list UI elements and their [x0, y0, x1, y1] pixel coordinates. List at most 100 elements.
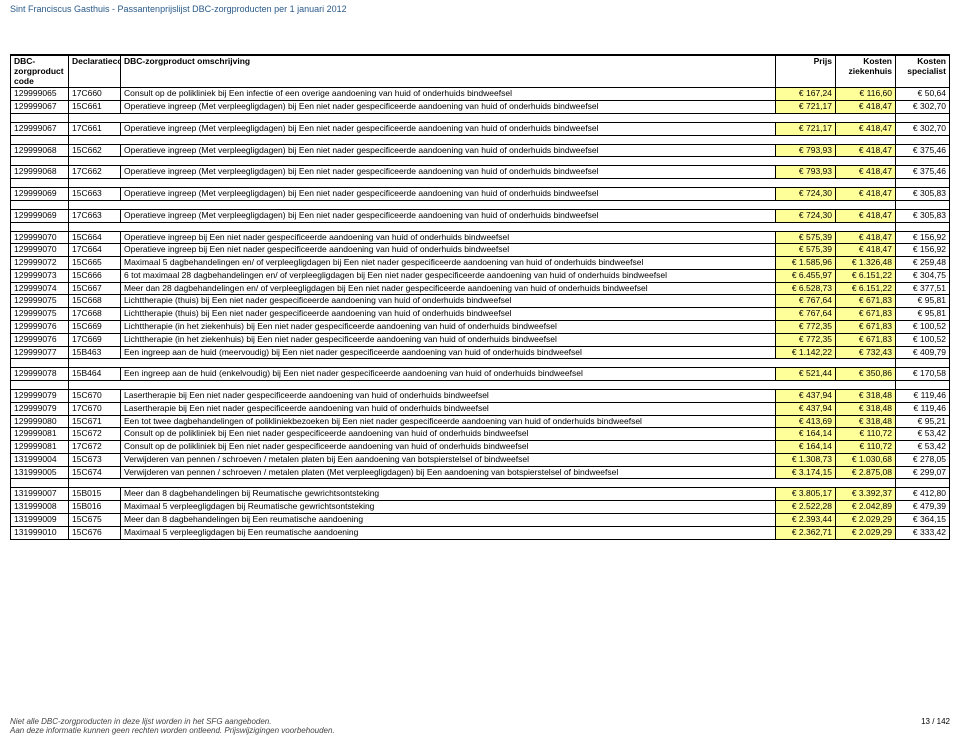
- cell-kosten-ziekenhuis: € 2.042,89: [836, 501, 896, 514]
- cell-code: 129999080: [11, 415, 69, 428]
- spacer-row: [11, 359, 950, 368]
- spacer-row: [11, 381, 950, 390]
- cell-kosten-specialist: € 156,92: [896, 231, 950, 244]
- cell-code: 129999069: [11, 209, 69, 222]
- cell-desc: Lichttherapie (in het ziekenhuis) bij Ee…: [121, 333, 776, 346]
- content-area: DBC-zorgproduct code Declaratiecode DBC-…: [0, 14, 960, 540]
- cell-desc: Lichttherapie (thuis) bij Een niet nader…: [121, 295, 776, 308]
- cell-code: 129999070: [11, 231, 69, 244]
- cell-code: 131999009: [11, 513, 69, 526]
- table-row: 12999907715B463Een ingreep aan de huid (…: [11, 346, 950, 359]
- cell-kosten-ziekenhuis: € 671,83: [836, 295, 896, 308]
- cell-decl: 15C675: [69, 513, 121, 526]
- cell-kosten-specialist: € 100,52: [896, 333, 950, 346]
- cell-kosten-specialist: € 50,64: [896, 88, 950, 101]
- table-body: 12999906517C660Consult op de polikliniek…: [11, 88, 950, 539]
- cell-decl: 17C672: [69, 441, 121, 454]
- cell-prijs: € 6.455,97: [776, 269, 836, 282]
- cell-prijs: € 2.393,44: [776, 513, 836, 526]
- doc-title: Sint Franciscus Gasthuis - Passantenprij…: [10, 4, 347, 14]
- page-footer: 13 / 142 Niet alle DBC-zorgproducten in …: [10, 717, 950, 735]
- cell-kosten-specialist: € 479,39: [896, 501, 950, 514]
- cell-kosten-specialist: € 304,75: [896, 269, 950, 282]
- footer-line1: Niet alle DBC-zorgproducten in deze lijs…: [10, 717, 950, 726]
- table-row: 12999906517C660Consult op de polikliniek…: [11, 88, 950, 101]
- cell-desc: Consult op de polikliniek bij Een niet n…: [121, 441, 776, 454]
- table-row: 13199900415C673Verwijderen van pennen / …: [11, 453, 950, 466]
- cell-code: 129999072: [11, 257, 69, 270]
- cell-kosten-ziekenhuis: € 418,47: [836, 244, 896, 257]
- table-row: 12999906717C661Operatieve ingreep (Met v…: [11, 122, 950, 135]
- cell-kosten-ziekenhuis: € 110,72: [836, 428, 896, 441]
- cell-decl: 15C664: [69, 231, 121, 244]
- cell-kosten-specialist: € 375,46: [896, 144, 950, 157]
- spacer-row: [11, 222, 950, 231]
- cell-decl: 17C668: [69, 308, 121, 321]
- cell-kosten-ziekenhuis: € 671,83: [836, 321, 896, 334]
- cell-code: 129999070: [11, 244, 69, 257]
- cell-decl: 15C669: [69, 321, 121, 334]
- cell-kosten-ziekenhuis: € 418,47: [836, 122, 896, 135]
- cell-kosten-ziekenhuis: € 418,47: [836, 188, 896, 201]
- cell-desc: Maximaal 5 verpleegligdagen bij Een reum…: [121, 526, 776, 539]
- cell-code: 129999077: [11, 346, 69, 359]
- cell-desc: Lasertherapie bij Een niet nader gespeci…: [121, 390, 776, 403]
- cell-desc: Meer dan 28 dagbehandelingen en/ of verp…: [121, 282, 776, 295]
- cell-decl: 15B464: [69, 368, 121, 381]
- th-kosten-ziekenhuis: Kosten ziekenhuis: [836, 55, 896, 88]
- cell-prijs: € 3.805,17: [776, 488, 836, 501]
- cell-kosten-ziekenhuis: € 418,47: [836, 166, 896, 179]
- cell-prijs: € 521,44: [776, 368, 836, 381]
- cell-kosten-ziekenhuis: € 318,48: [836, 415, 896, 428]
- cell-code: 129999068: [11, 166, 69, 179]
- cell-kosten-specialist: € 53,42: [896, 441, 950, 454]
- cell-kosten-ziekenhuis: € 2.875,08: [836, 466, 896, 479]
- cell-kosten-specialist: € 278,05: [896, 453, 950, 466]
- cell-kosten-specialist: € 95,81: [896, 295, 950, 308]
- cell-decl: 17C663: [69, 209, 121, 222]
- th-kosten-specialist: Kosten specialist: [896, 55, 950, 88]
- cell-decl: 15C674: [69, 466, 121, 479]
- footer-line2: Aan deze informatie kunnen geen rechten …: [10, 726, 950, 735]
- cell-kosten-ziekenhuis: € 350,86: [836, 368, 896, 381]
- table-row: 12999907515C668Lichttherapie (thuis) bij…: [11, 295, 950, 308]
- cell-desc: Consult op de polikliniek bij Een infect…: [121, 88, 776, 101]
- cell-kosten-ziekenhuis: € 418,47: [836, 101, 896, 114]
- table-row: 13199900515C674Verwijderen van pennen / …: [11, 466, 950, 479]
- cell-prijs: € 437,94: [776, 402, 836, 415]
- cell-kosten-ziekenhuis: € 418,47: [836, 231, 896, 244]
- table-row: 12999906815C662Operatieve ingreep (Met v…: [11, 144, 950, 157]
- cell-desc: Operatieve ingreep (Met verpleegligdagen…: [121, 166, 776, 179]
- cell-code: 129999081: [11, 428, 69, 441]
- cell-code: 131999010: [11, 526, 69, 539]
- cell-code: 129999076: [11, 321, 69, 334]
- price-table: DBC-zorgproduct code Declaratiecode DBC-…: [10, 54, 950, 540]
- cell-decl: 15C665: [69, 257, 121, 270]
- cell-decl: 17C662: [69, 166, 121, 179]
- cell-code: 129999081: [11, 441, 69, 454]
- cell-code: 129999076: [11, 333, 69, 346]
- cell-prijs: € 164,14: [776, 428, 836, 441]
- cell-prijs: € 3.174,15: [776, 466, 836, 479]
- cell-decl: 15C676: [69, 526, 121, 539]
- cell-desc: Lichttherapie (thuis) bij Een niet nader…: [121, 308, 776, 321]
- spacer-row: [11, 113, 950, 122]
- cell-decl: 15C662: [69, 144, 121, 157]
- cell-kosten-ziekenhuis: € 671,83: [836, 308, 896, 321]
- cell-kosten-specialist: € 170,58: [896, 368, 950, 381]
- table-row: 12999907617C669Lichttherapie (in het zie…: [11, 333, 950, 346]
- cell-prijs: € 1.308,73: [776, 453, 836, 466]
- cell-kosten-ziekenhuis: € 318,48: [836, 390, 896, 403]
- cell-prijs: € 724,30: [776, 188, 836, 201]
- cell-decl: 17C661: [69, 122, 121, 135]
- cell-kosten-ziekenhuis: € 732,43: [836, 346, 896, 359]
- spacer-row: [11, 135, 950, 144]
- cell-code: 129999078: [11, 368, 69, 381]
- table-row: 12999907815B464Een ingreep aan de huid (…: [11, 368, 950, 381]
- cell-desc: Een ingreep aan de huid (meervoudig) bij…: [121, 346, 776, 359]
- cell-decl: 17C670: [69, 402, 121, 415]
- cell-kosten-specialist: € 299,07: [896, 466, 950, 479]
- cell-kosten-ziekenhuis: € 6.151,22: [836, 282, 896, 295]
- cell-kosten-specialist: € 95,81: [896, 308, 950, 321]
- cell-kosten-specialist: € 53,42: [896, 428, 950, 441]
